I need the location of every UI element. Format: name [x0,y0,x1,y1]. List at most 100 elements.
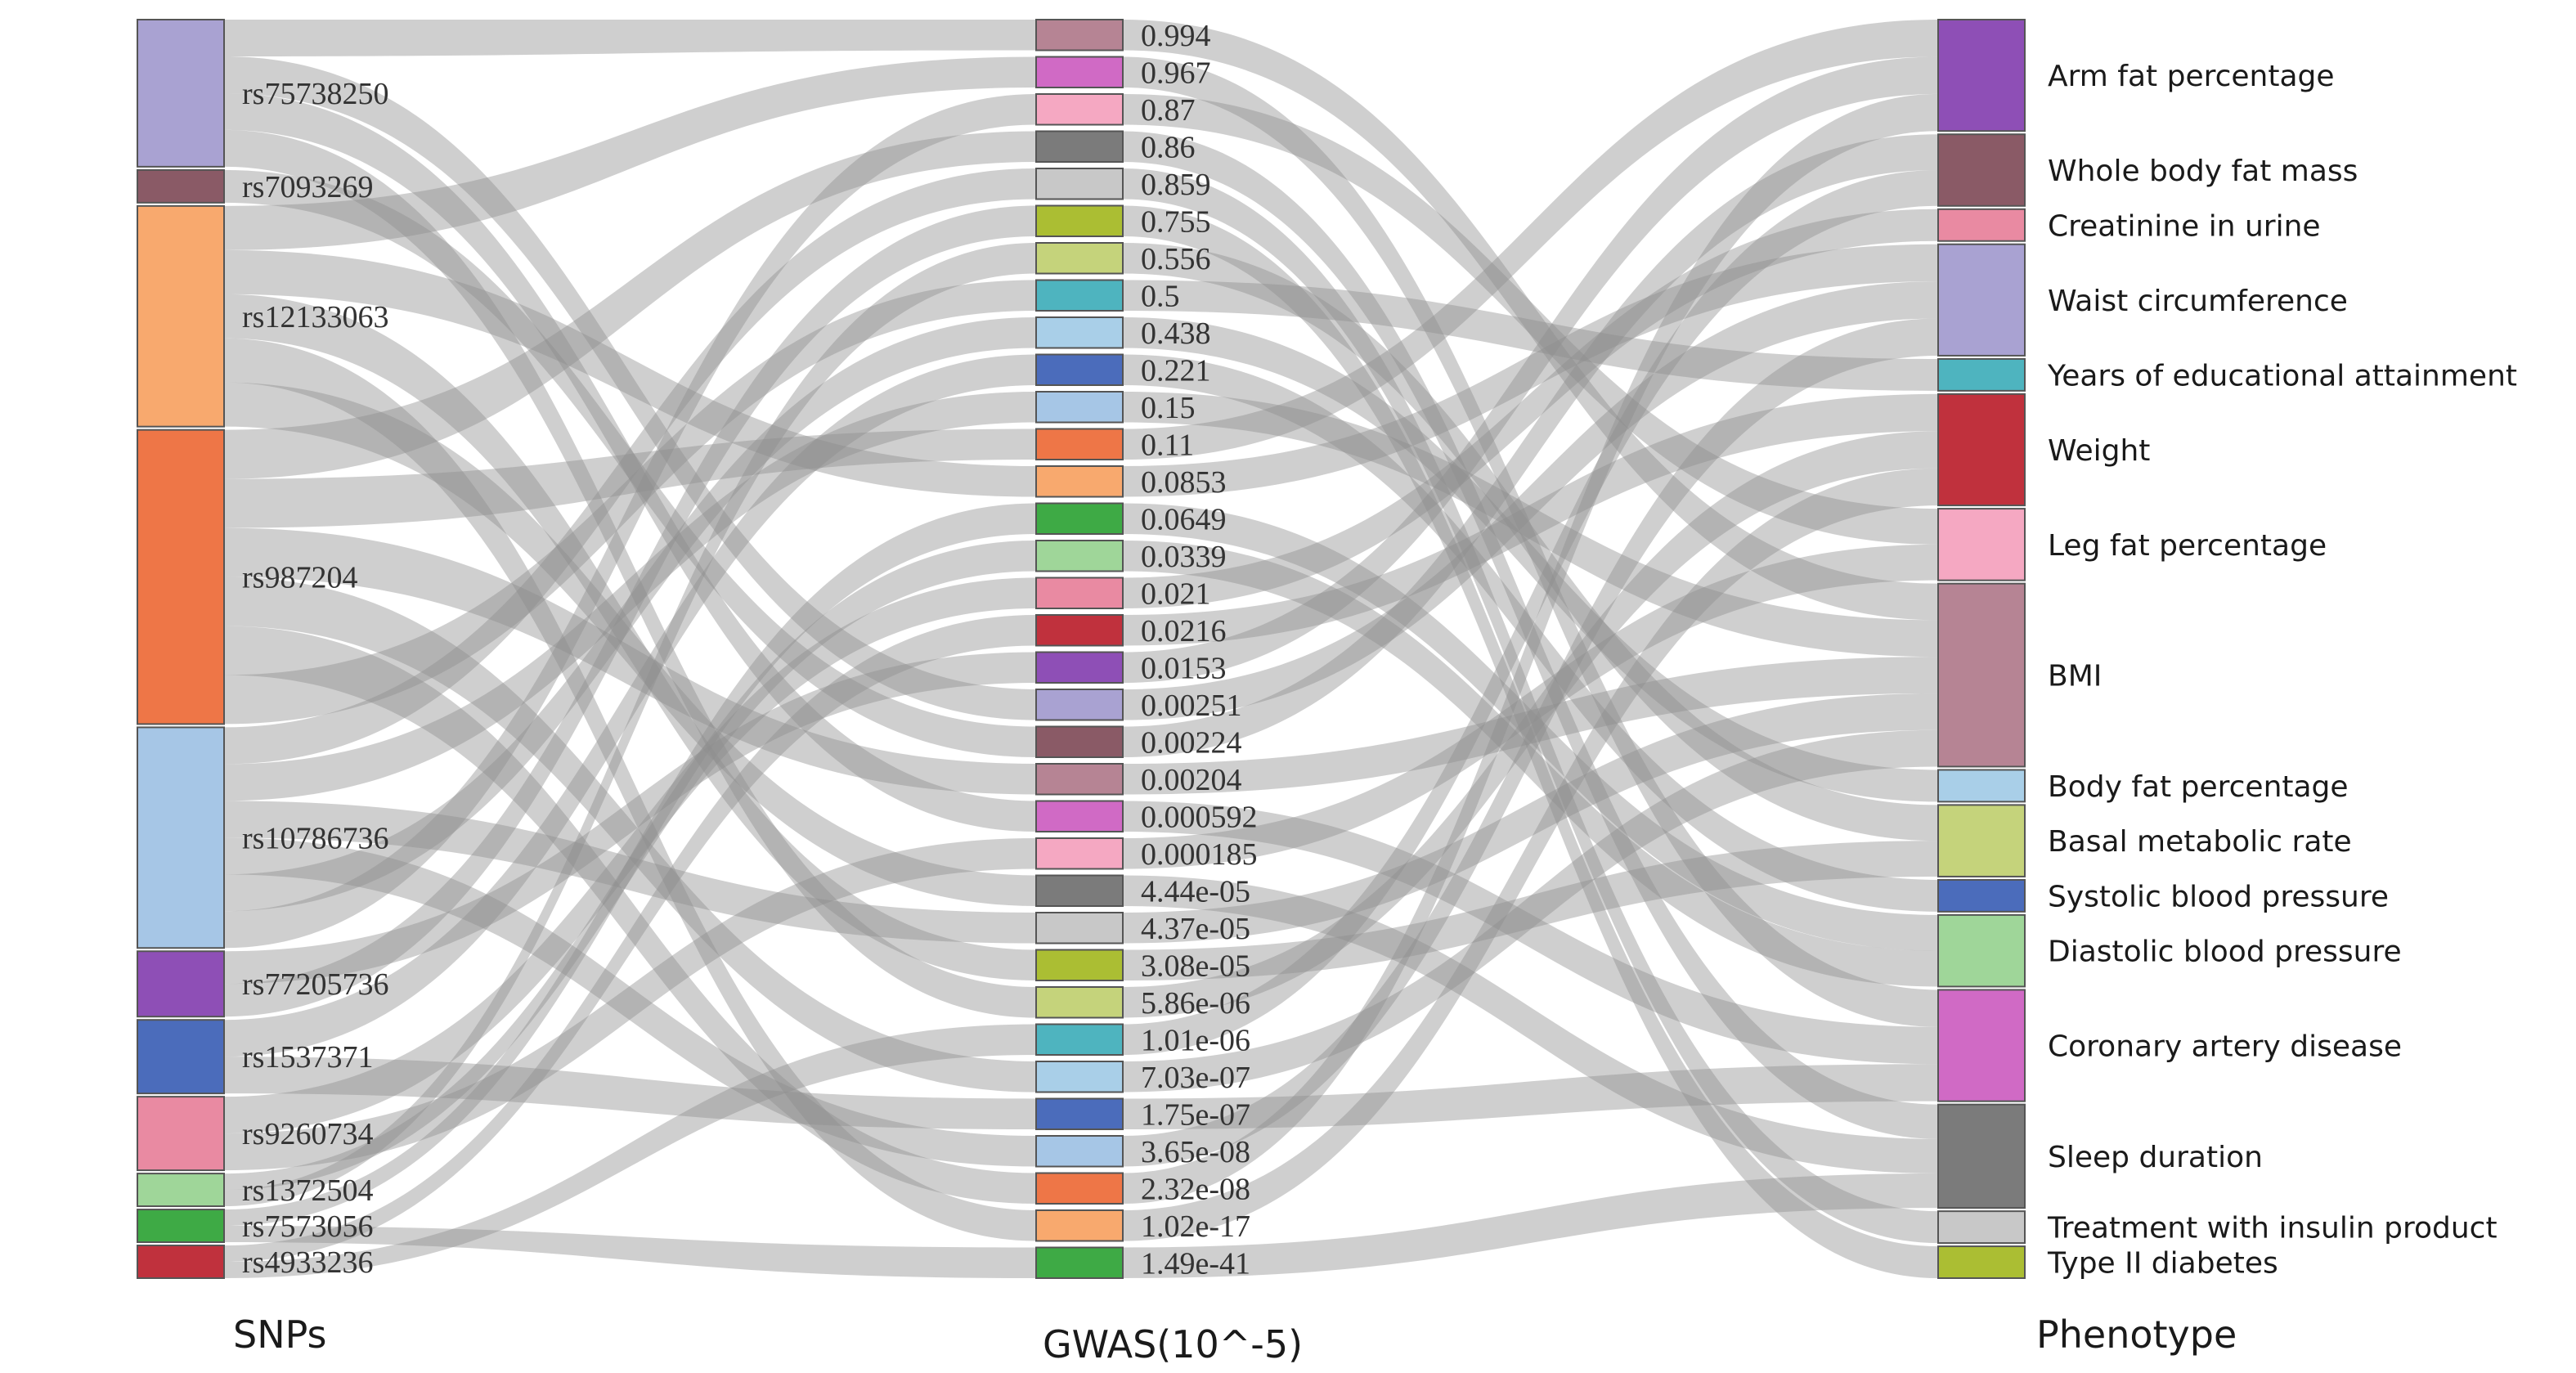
node-gwas-0-221 [1035,353,1124,386]
node-snp-rs9260734 [137,1096,225,1172]
link-rs12133063-to-0-0853 [224,249,1036,497]
link-3-65e-08-to-waist-circumference [1123,318,1938,1167]
label-phenotype-weight: Weight [2048,434,2150,468]
node-snp-rs1537371 [137,1019,225,1095]
label-phenotype-arm-fat-percentage: Arm fat percentage [2048,60,2335,93]
label-snp-rs4933236: rs4933236 [242,1245,373,1280]
label-phenotype-coronary-artery-disease: Coronary artery disease [2048,1030,2402,1064]
node-phenotype-coronary-artery-disease [1937,989,2026,1102]
label-gwas-0-859: 0.859 [1141,168,1211,202]
link-2-32e-08-to-arm-fat-percentage [1123,93,1938,1204]
link-rs7573056-to-0-0649 [224,503,1036,1227]
node-phenotype-body-fat-percentage [1937,769,2026,803]
label-phenotype-leg-fat-percentage: Leg fat percentage [2048,529,2327,563]
link-1-02e-17-to-weight [1123,468,1938,1241]
label-phenotype-years-of-educational-attainment: Years of educational attainment [2047,359,2517,393]
link-1-75e-07-to-coronary-artery-disease [1123,1064,1938,1129]
label-gwas-3-65e-08: 3.65e-08 [1141,1135,1250,1169]
node-phenotype-arm-fat-percentage [1937,19,2026,132]
link-rs1372504-to-0-0339 [224,541,1036,1191]
label-gwas-0-00251: 0.00251 [1141,689,1242,723]
node-snp-rs7573056 [137,1209,225,1244]
label-phenotype-type-ii-diabetes: Type II diabetes [2047,1247,2278,1281]
label-gwas-0-556: 0.556 [1141,242,1211,276]
label-gwas-5-86e-06: 5.86e-06 [1141,986,1250,1021]
link-rs1372504-to-0-556 [224,243,1036,1207]
node-phenotype-type-ii-diabetes [1937,1245,2026,1280]
link-3-08e-05-to-basal-metabolic-rate [1123,841,1938,980]
link-0-000592-to-coronary-artery-disease [1123,801,1938,1065]
node-gwas-0-556 [1035,242,1124,275]
node-gwas-0-0339 [1035,540,1124,572]
label-snp-rs1537371: rs1537371 [242,1040,373,1075]
link-rs77205736-to-0-755 [224,205,1036,1017]
node-phenotype-basal-metabolic-rate [1937,804,2026,877]
node-gwas-0-15 [1035,391,1124,424]
node-gwas-0-021 [1035,577,1124,609]
node-gwas-1-02e-17 [1035,1209,1124,1242]
column-title-snps: SNPs [233,1312,327,1357]
label-gwas-0-11: 0.11 [1141,428,1194,462]
link-rs987204-to-2-32e-08 [224,626,1036,1204]
node-gwas-0-00204 [1035,763,1124,796]
label-gwas-0-755: 0.755 [1141,204,1211,239]
label-gwas-0-000592: 0.000592 [1141,800,1258,834]
label-phenotype-body-fat-percentage: Body fat percentage [2048,770,2349,804]
link-4-37e-05-to-bmi [1123,693,1938,944]
node-gwas-1-01e-06 [1035,1023,1124,1056]
link-0-86-to-sleep-duration [1123,131,1938,1139]
label-gwas-4-44e-05: 4.44e-05 [1141,874,1250,909]
node-snp-rs75738250 [137,19,225,168]
node-gwas-0-859 [1035,168,1124,200]
label-gwas-0-0339: 0.0339 [1141,540,1227,574]
link-0-11-to-arm-fat-percentage [1123,20,1938,460]
label-phenotype-sleep-duration: Sleep duration [2048,1141,2263,1174]
node-gwas-5-86e-06 [1035,986,1124,1019]
label-gwas-1-49e-41: 1.49e-41 [1141,1246,1250,1281]
node-phenotype-systolic-blood-pressure [1937,878,2026,913]
label-snp-rs7573056: rs7573056 [242,1209,373,1244]
label-gwas-0-0216: 0.0216 [1141,614,1227,648]
link-0-87-to-leg-fat-percentage [1123,94,1938,545]
link-0-5-to-years-of-educational-attainment [1123,280,1938,391]
link-rs987204-to-7-03e-07 [224,577,1036,1093]
link-rs10786736-to-0-859 [224,168,1036,765]
link-rs987204-to-0-5 [224,280,1036,725]
node-phenotype-years-of-educational-attainment [1937,357,2026,392]
link-rs10786736-to-4-37e-05 [224,801,1036,944]
link-0-438-to-body-fat-percentage [1123,317,1938,802]
link-0-994-to-bmi [1123,20,1938,621]
link-rs75738250-to-0-000592 [224,92,1036,832]
node-phenotype-weight [1937,393,2026,507]
node-phenotype-treatment-with-insulin-product [1937,1210,2026,1245]
label-phenotype-bmi: BMI [2048,660,2102,693]
link-rs1537371-to-1-75e-07 [224,1057,1036,1129]
node-snp-rs10786736 [137,726,225,949]
node-snp-rs12133063 [137,204,225,428]
node-gwas-0-0649 [1035,502,1124,535]
link-rs75738250-to-5-86e-06 [224,129,1036,1018]
label-phenotype-whole-body-fat-mass: Whole body fat mass [2048,155,2358,188]
label-snp-rs10786736: rs10786736 [242,821,388,855]
links-layer [224,20,1938,1278]
node-phenotype-whole-body-fat-mass [1937,133,2026,207]
label-gwas-0-967: 0.967 [1141,56,1211,90]
label-phenotype-creatinine-in-urine: Creatinine in urine [2048,209,2321,243]
link-0-0153-to-arm-fat-percentage [1123,56,1938,683]
link-4-44e-05-to-sleep-duration [1123,875,1938,1173]
label-gwas-7-03e-07: 7.03e-07 [1141,1061,1250,1095]
link-rs7093269-to-0-00224 [224,169,1036,757]
link-0-967-to-coronary-artery-disease [1123,56,1938,1027]
link-rs10786736-to-3-65e-08 [224,837,1036,1167]
label-gwas-1-02e-17: 1.02e-17 [1141,1209,1250,1244]
label-snp-rs1372504: rs1372504 [242,1173,373,1208]
node-gwas-0-11 [1035,428,1124,460]
link-rs10786736-to-0-15 [224,392,1036,801]
node-gwas-0-87 [1035,93,1124,126]
node-gwas-3-08e-05 [1035,949,1124,981]
label-snp-rs9260734: rs9260734 [242,1117,373,1151]
link-rs9260734-to-0-000185 [224,838,1036,1171]
link-1-01e-06-to-whole-body-fat-mass [1123,170,1938,1055]
label-phenotype-diastolic-blood-pressure: Diastolic blood pressure [2048,936,2402,969]
